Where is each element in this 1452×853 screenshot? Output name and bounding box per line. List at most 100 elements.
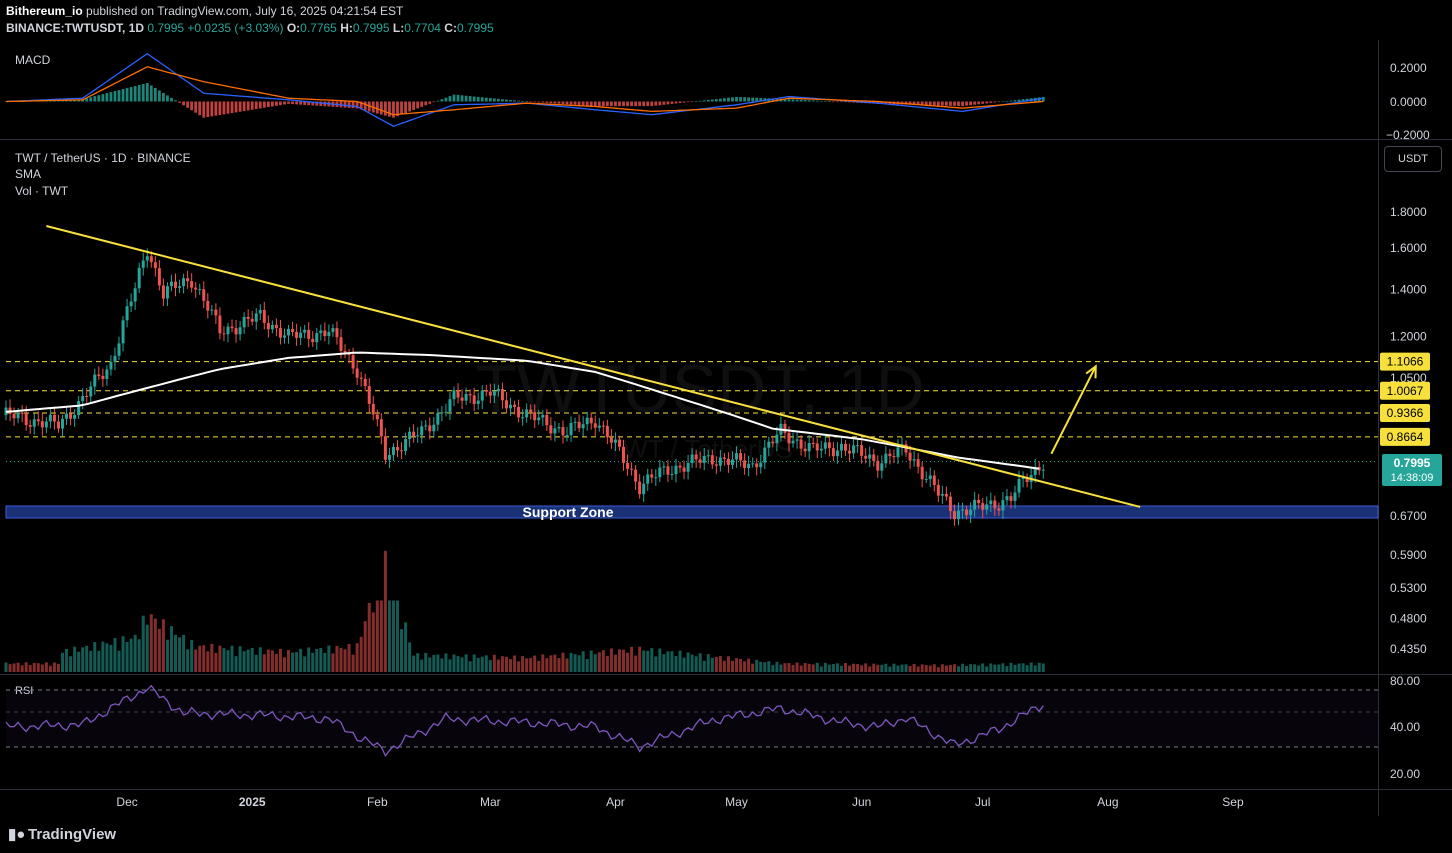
macd-histogram-bar: [291, 101, 294, 105]
macd-histogram-bar: [315, 101, 319, 106]
volume-bar: [424, 652, 428, 672]
candle-body: [408, 431, 412, 440]
macd-histogram-bar: [597, 101, 601, 107]
volume-bar: [363, 621, 367, 672]
macd-histogram-bar: [908, 101, 912, 105]
volume-bar: [105, 643, 109, 672]
volume-bar: [747, 658, 751, 672]
macd-label[interactable]: MACD: [15, 53, 51, 67]
macd-histogram-bar: [714, 99, 718, 102]
macd-histogram-bar: [690, 101, 694, 103]
volume-bar: [771, 665, 775, 672]
candle-body: [714, 464, 718, 466]
candle-body: [908, 452, 912, 461]
macd-tick: 0.0000: [1390, 95, 1427, 109]
volume-bar: [896, 665, 900, 672]
volume-bar: [28, 664, 32, 672]
level-price-label: 0.8664: [1387, 430, 1424, 444]
candle-body: [291, 328, 295, 332]
volume-bar: [1013, 664, 1017, 672]
candle-body: [694, 454, 698, 460]
candle-body: [896, 447, 900, 458]
macd-histogram-bar: [440, 99, 444, 102]
candle-body: [1025, 478, 1029, 482]
volume-bar: [210, 643, 214, 672]
macd-histogram-bar: [521, 101, 525, 102]
volume-label[interactable]: Vol · TWT: [15, 184, 69, 198]
volume-bar: [1021, 663, 1025, 672]
volume-bar: [242, 651, 246, 672]
price-tick-label: 0.4800: [1390, 612, 1427, 626]
currency-button[interactable]: USDT: [1384, 146, 1442, 172]
candle-body: [799, 439, 803, 449]
volume-bar: [924, 665, 928, 672]
macd-histogram-bar: [662, 101, 666, 105]
volume-bar: [965, 665, 969, 672]
candle-body: [460, 397, 464, 401]
macd-histogram-bar: [307, 101, 311, 106]
candle-body: [137, 267, 141, 289]
author-name[interactable]: Bithereum_io: [6, 4, 83, 18]
macd-histogram-bar: [149, 85, 153, 102]
volume-bar: [367, 602, 371, 672]
candle-body: [1009, 496, 1013, 501]
volume-bar: [1009, 662, 1013, 672]
macd-histogram-bar: [880, 101, 884, 104]
rsi-line[interactable]: [5, 684, 1044, 758]
volume-bar: [36, 663, 40, 672]
volume-bar: [214, 652, 218, 672]
candle-body: [165, 286, 169, 299]
sma-line[interactable]: [5, 351, 1040, 470]
macd-histogram-bar: [141, 84, 145, 102]
macd-histogram-bar: [1025, 98, 1029, 102]
macd-signal-line[interactable]: [5, 66, 1044, 116]
volume-bar: [900, 664, 904, 672]
macd-histogram-bar: [747, 97, 751, 102]
macd-histogram-bar: [182, 101, 185, 106]
macd-histogram-bar: [706, 99, 710, 102]
candle-body: [77, 401, 81, 416]
macd-histogram-bar: [392, 101, 395, 118]
volume-bar: [81, 647, 85, 672]
volume-bar: [4, 662, 8, 672]
macd-histogram-bar: [174, 100, 177, 102]
macd-histogram-bar: [541, 101, 545, 103]
volume-bar: [860, 665, 864, 672]
candle-body: [174, 281, 178, 288]
candle-body: [186, 278, 190, 282]
candle-body: [525, 409, 529, 418]
volume-bar: [775, 661, 779, 672]
volume-bar: [343, 649, 347, 672]
candle-body: [44, 421, 48, 428]
candle-body: [230, 326, 234, 329]
candle-body: [355, 368, 359, 378]
descending-trendline[interactable]: [46, 225, 1141, 508]
candle-body: [743, 460, 747, 469]
candle-body: [359, 377, 363, 379]
volume-bar: [315, 648, 319, 672]
volume-bar: [730, 660, 734, 672]
macd-histogram-bar: [125, 88, 129, 102]
tradingview-logo[interactable]: ▮● TradingView: [8, 825, 116, 843]
volume-bar: [444, 653, 448, 672]
candle-body: [726, 458, 730, 465]
support-zone-rect[interactable]: [5, 505, 1379, 519]
price-tick-label: 1.6000: [1390, 241, 1427, 255]
macd-histogram-bar: [428, 101, 432, 104]
candle-body: [682, 467, 686, 472]
candle-body: [920, 466, 924, 480]
candle-body: [880, 463, 884, 471]
candle-body: [944, 493, 948, 497]
volume-bar: [464, 654, 468, 672]
sma-label[interactable]: SMA: [15, 167, 42, 181]
candle-body: [1005, 496, 1009, 501]
volume-bar: [783, 663, 787, 672]
macd-line[interactable]: [5, 52, 1044, 128]
rsi-label[interactable]: RSI: [15, 685, 34, 697]
price-tick-label: 0.6700: [1390, 509, 1427, 523]
projection-arrow[interactable]: [1050, 364, 1097, 455]
candle-body: [73, 415, 77, 419]
candle-body: [848, 450, 852, 454]
candle-body: [977, 499, 981, 504]
